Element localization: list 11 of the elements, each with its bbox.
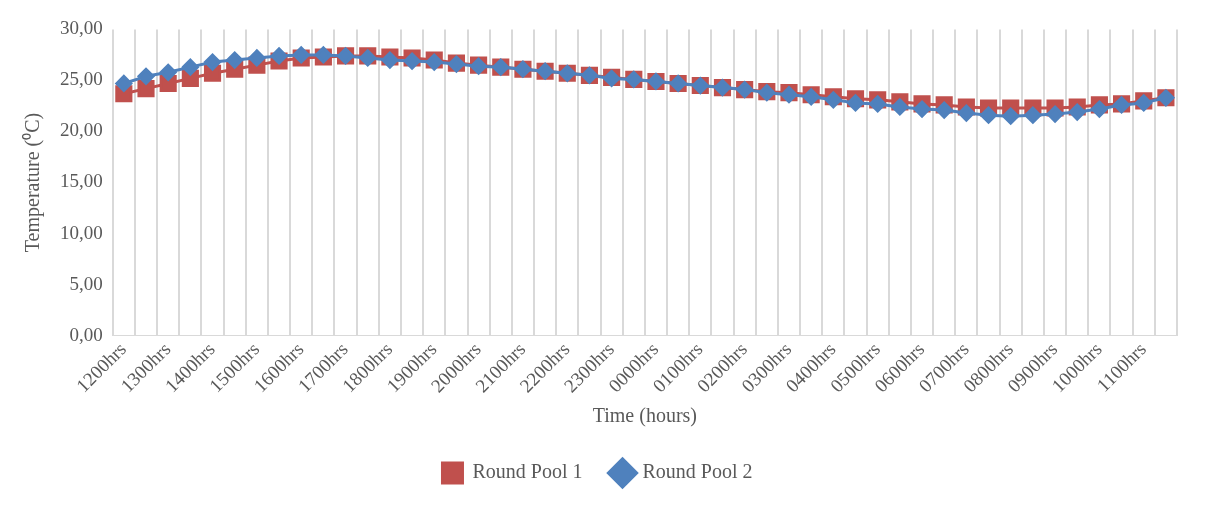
x-axis-title: Time (hours)	[592, 404, 698, 428]
y-axis-title: Temperature (⁰C)	[21, 112, 45, 253]
y-tick-label: 30,00	[60, 17, 103, 39]
legend-label: Round Pool 1	[472, 460, 583, 483]
legend-label: Round Pool 2	[642, 460, 753, 483]
y-tick-label: 15,00	[60, 170, 103, 192]
y-tick-label: 20,00	[60, 119, 103, 141]
y-tick-label: 5,00	[69, 272, 103, 294]
y-tick-label: 0,00	[69, 323, 103, 345]
y-tick-label: 25,00	[60, 68, 103, 90]
y-tick-label: 10,00	[60, 221, 103, 243]
